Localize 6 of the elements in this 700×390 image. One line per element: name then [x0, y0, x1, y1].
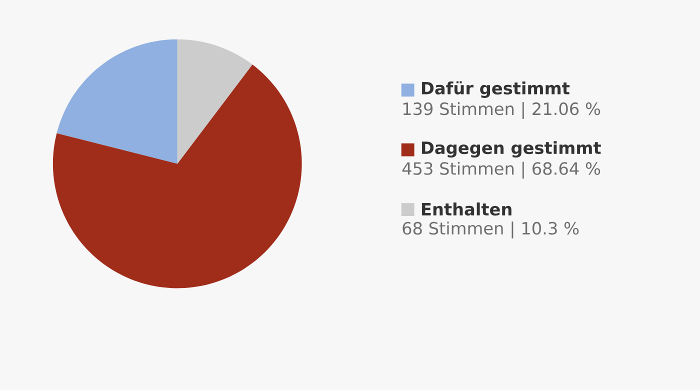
data-label: 68 Stimmen | 10.3 %: [402, 221, 579, 238]
legend-label: Enthalten: [422, 202, 512, 216]
legend-label: Dafür gestimmt: [422, 81, 570, 98]
data-label: 453 Stimmen | 68.64 %: [402, 162, 600, 179]
data-label: 139 Stimmen | 21.06 %: [403, 102, 600, 119]
legend-label: Dagegen gestimmt: [422, 140, 601, 158]
